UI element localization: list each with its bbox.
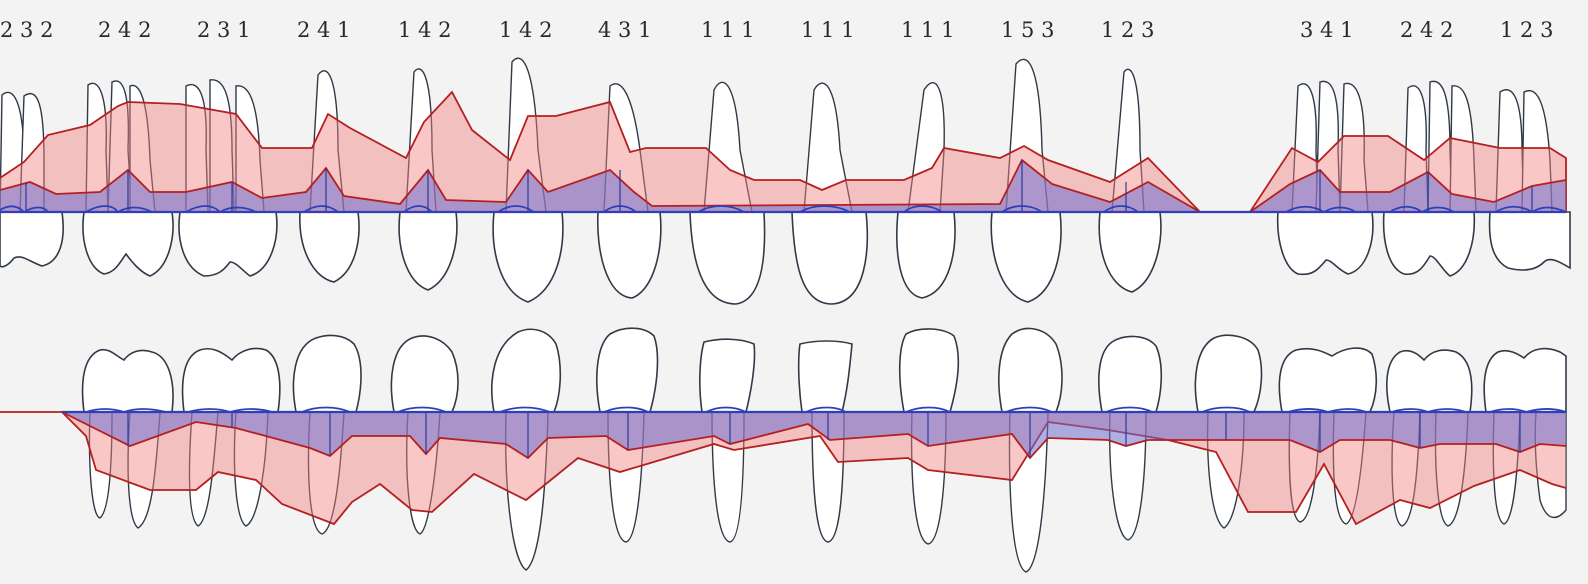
lower-probing-line xyxy=(61,411,1567,526)
probing-number-8: 1 1 1 xyxy=(801,18,854,42)
upper-probing-area xyxy=(0,92,1566,212)
probing-number-3: 2 4 1 xyxy=(297,18,350,42)
upper-recession-line-right xyxy=(1249,168,1567,213)
lower-recession-line xyxy=(61,411,1567,460)
probing-number-9: 1 1 1 xyxy=(901,18,954,42)
probing-depth-numbers: 2 3 2 2 4 2 2 3 1 2 4 1 1 4 2 1 4 2 4 3 1 1 1 1… xyxy=(0,18,1553,42)
probing-number-1: 2 4 2 xyxy=(98,18,151,42)
upper-arch xyxy=(0,57,1571,305)
probing-number-10: 1 5 3 xyxy=(1001,18,1054,42)
probing-number-5: 1 4 2 xyxy=(499,18,552,42)
probing-number-7: 1 1 1 xyxy=(701,18,754,42)
upper-gingival-contour xyxy=(0,205,1567,214)
probing-number-13: 2 4 2 xyxy=(1400,18,1453,42)
lower-recession-area xyxy=(62,412,1566,458)
probing-number-4: 1 4 2 xyxy=(398,18,451,42)
probing-number-11: 1 2 3 xyxy=(1101,18,1154,42)
upper-root-lines xyxy=(25,160,1533,212)
probing-number-6: 4 3 1 xyxy=(598,18,651,42)
probing-number-14: 1 2 3 xyxy=(1500,18,1553,42)
lower-root-lines xyxy=(127,412,1521,458)
lower-arch xyxy=(0,327,1567,573)
probing-number-12: 3 4 1 xyxy=(1300,18,1353,42)
probing-number-0: 2 3 2 xyxy=(0,18,53,42)
upper-recession-area xyxy=(0,160,1566,212)
probing-number-2: 2 3 1 xyxy=(197,18,250,42)
upper-crowns xyxy=(0,211,1571,305)
lower-crowns xyxy=(81,327,1567,413)
upper-probing-line xyxy=(0,90,1567,213)
